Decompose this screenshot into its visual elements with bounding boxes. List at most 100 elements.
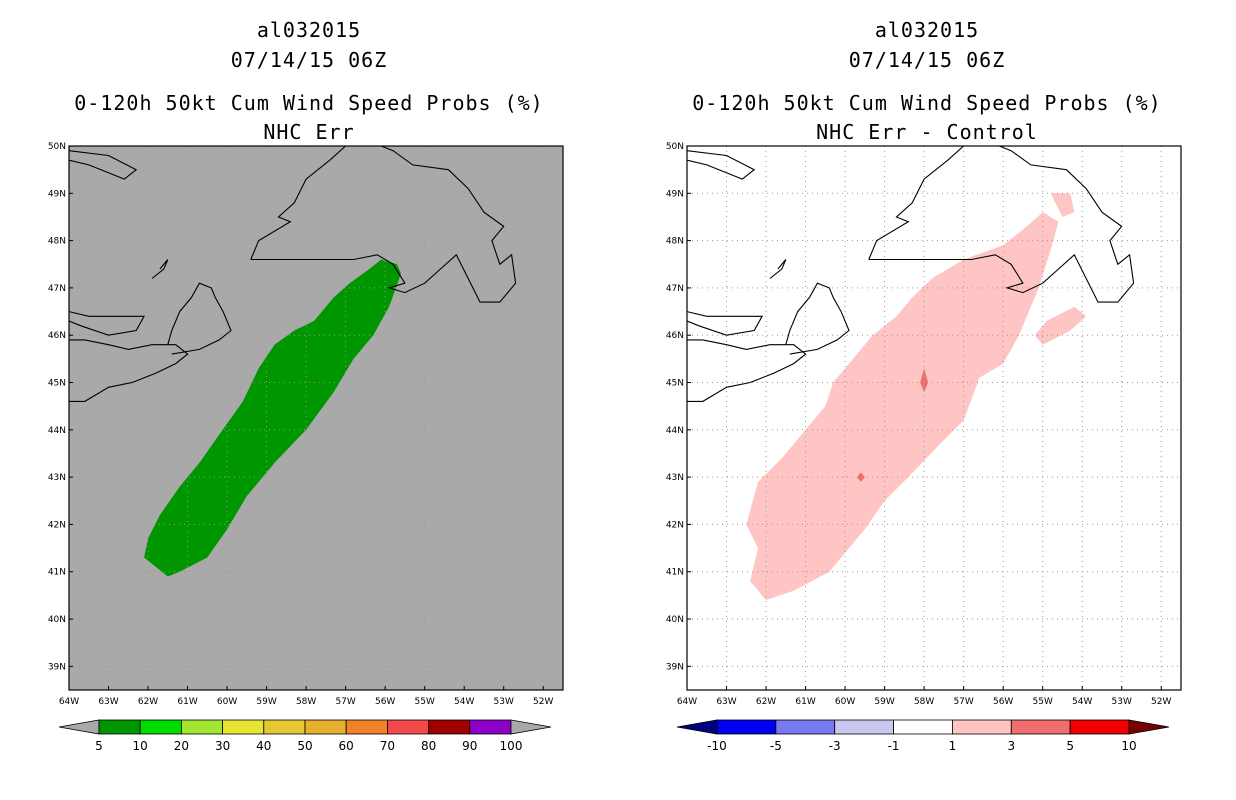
left-colorbar-swatch-9 (469, 719, 512, 735)
left-colorbar-label-9: 90 (462, 739, 477, 753)
right-colorbar-label-5: 3 (1007, 739, 1015, 753)
right-lon-label-62W: 62W (756, 697, 776, 707)
right-colorbar-label-7: 10 (1121, 739, 1136, 753)
left-colorbar-swatch-3 (222, 719, 265, 735)
left-colorbar-label-4: 40 (256, 739, 271, 753)
left-lat-label-41N: 41N (48, 568, 66, 578)
right-lat-label-50N: 50N (666, 142, 684, 152)
right-lat-label-41N: 41N (666, 568, 684, 578)
left-lat-label-47N: 47N (48, 284, 66, 294)
right-lon-label-54W: 54W (1072, 697, 1092, 707)
right-lat-label-39N: 39N (666, 662, 684, 672)
left-colorbar-label-0: 5 (95, 739, 103, 753)
left-lon-label-59W: 59W (256, 697, 276, 707)
right-colorbar-label-1: -5 (770, 739, 782, 753)
left-colorbar-label-2: 20 (174, 739, 189, 753)
left-colorbar-swatch-1 (139, 719, 182, 735)
left-plot-frame (68, 145, 564, 691)
left-colorbar-label-5: 50 (297, 739, 312, 753)
left-colorbar-swatch-2 (180, 719, 223, 735)
left-lat-label-42N: 42N (48, 520, 66, 530)
left-lon-label-62W: 62W (138, 697, 158, 707)
left-title-storm: al032015 (256, 18, 362, 42)
left-lon-label-54W: 54W (454, 697, 474, 707)
left-lon-label-60W: 60W (217, 697, 237, 707)
right-field-3-5-4 (856, 472, 865, 482)
right-colorbar-swatch-0 (716, 719, 777, 735)
left-lat-label-39N: 39N (48, 662, 66, 672)
right-coastlines (687, 146, 1135, 402)
right-title-subtitle: NHC Err - Control (816, 120, 1038, 144)
left-lat-label-44N: 44N (48, 426, 66, 436)
right-cape-breton-coast (785, 282, 850, 355)
left-field-5-10-0 (144, 259, 401, 577)
left-colorbar-swatch-4 (263, 719, 306, 735)
left-lon-label-61W: 61W (177, 697, 197, 707)
left-lat-label-48N: 48N (48, 237, 66, 247)
right-lon-label-53W: 53W (1112, 697, 1132, 707)
left-panel: al032015 07/14/15 06Z 0-120h 50kt Cum Wi… (48, 18, 564, 753)
right-colorbar-swatch-1 (775, 719, 836, 735)
right-title-date: 07/14/15 06Z (848, 48, 1006, 72)
left-lon-label-58W: 58W (296, 697, 316, 707)
right-colorbar-label-2: -3 (829, 739, 841, 753)
right-lat-label-46N: 46N (666, 331, 684, 341)
left-lon-label-55W: 55W (415, 697, 435, 707)
right-lon-label-52W: 52W (1151, 697, 1171, 707)
left-plot-background (69, 146, 563, 690)
right-colorbar-swatch-2 (834, 719, 894, 735)
left-colorbar-left-arrow (58, 719, 100, 735)
right-field-1-3-2 (1050, 193, 1075, 217)
left-title-date: 07/14/15 06Z (230, 48, 388, 72)
right-lon-label-61W: 61W (795, 697, 815, 707)
right-title-storm: al032015 (874, 18, 980, 42)
right-lat-label-40N: 40N (666, 615, 684, 625)
left-nova-scotia-coast (69, 339, 189, 402)
left-colorbar-label-10: 100 (500, 739, 523, 753)
right-field-1-3-0 (746, 212, 1059, 601)
left-lon-label-52W: 52W (533, 697, 553, 707)
right-map: 64W 63W 62W 61W 60W 59W 58W 57W 56W 55W 54W 53W 52W 3… (666, 142, 1182, 753)
left-lat-label-46N: 46N (48, 331, 66, 341)
left-pei-coast (69, 311, 146, 336)
left-lon-label-53W: 53W (494, 697, 514, 707)
left-colorbar-label-1: 10 (133, 739, 148, 753)
left-coastlines (69, 146, 517, 402)
left-title-product: 0-120h 50kt Cum Wind Speed Probs (%) (74, 91, 544, 115)
right-colorbar-swatch-4 (952, 719, 1012, 735)
right-plot-frame (686, 145, 1182, 691)
right-magdalen-islands (769, 259, 787, 279)
right-anticosti-coast (687, 150, 756, 180)
right-lat-label-43N: 43N (666, 473, 684, 483)
right-lat-label-42N: 42N (666, 520, 684, 530)
right-lat-label-47N: 47N (666, 284, 684, 294)
left-colorbar-label-6: 60 (339, 739, 354, 753)
left-colorbar-swatch-8 (428, 719, 471, 735)
left-cape-breton-coast (167, 282, 232, 355)
right-lat-label-48N: 48N (666, 237, 684, 247)
right-pei-coast (687, 311, 764, 336)
right-colorbar-label-4: 1 (949, 739, 957, 753)
left-lat-label-50N: 50N (48, 142, 66, 152)
right-lon-label-63W: 63W (716, 697, 736, 707)
right-colorbar-label-0: -10 (707, 739, 727, 753)
right-lon-label-57W: 57W (953, 697, 973, 707)
left-lat-label-40N: 40N (48, 615, 66, 625)
right-lon-label-55W: 55W (1033, 697, 1053, 707)
left-colorbar-swatch-0 (98, 719, 141, 735)
left-map: 64W 63W 62W 61W 60W 59W 58W 57W 56W 55W 54W 53W 52W 3… (48, 142, 564, 753)
right-colorbar-swatch-6 (1069, 719, 1130, 735)
left-lon-label-57W: 57W (335, 697, 355, 707)
right-newfoundland-coast (868, 146, 1135, 303)
left-newfoundland-coast (250, 146, 517, 303)
right-nova-scotia-coast (687, 339, 807, 402)
left-anticosti-coast (69, 150, 138, 180)
left-colorbar-swatch-5 (304, 719, 347, 735)
right-lon-label-58W: 58W (914, 697, 934, 707)
left-lat-label-45N: 45N (48, 379, 66, 389)
left-lon-label-64W: 64W (59, 697, 79, 707)
left-lon-label-63W: 63W (98, 697, 118, 707)
right-colorbar-right-arrow (1128, 719, 1170, 735)
right-lon-label-56W: 56W (993, 697, 1013, 707)
left-colorbar-label-3: 30 (215, 739, 230, 753)
